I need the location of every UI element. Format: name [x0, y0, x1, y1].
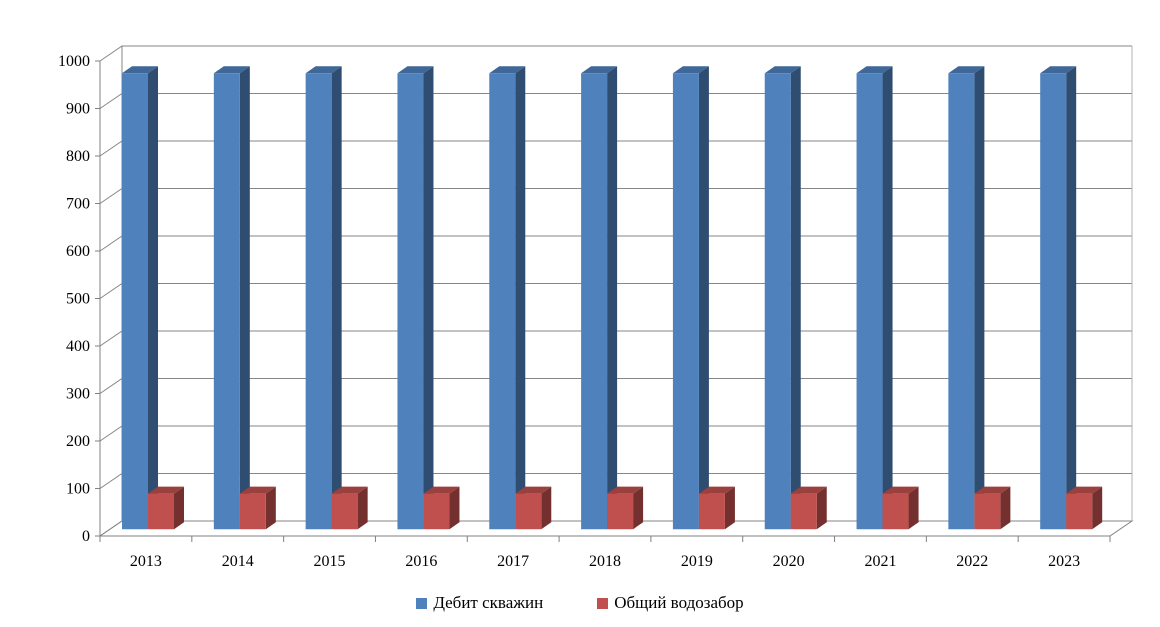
x-tick-label: 2016 — [405, 553, 437, 570]
bar-1-2017 — [515, 493, 542, 530]
bar-side-1 — [1092, 486, 1103, 530]
bar-side-1 — [449, 486, 460, 530]
bar-top-0 — [948, 66, 985, 74]
bar-side-0 — [974, 66, 985, 530]
y-tick-label: 900 — [66, 101, 90, 118]
bar-0-2023 — [1040, 73, 1067, 530]
bar-0-2018 — [581, 73, 608, 530]
bar-top-1 — [790, 486, 827, 494]
bar-top-1 — [331, 486, 368, 494]
bar-side-1 — [357, 486, 368, 530]
y-tick-label: 200 — [66, 433, 90, 450]
bar-top-0 — [489, 66, 526, 74]
x-tick-label: 2023 — [1048, 553, 1080, 570]
x-tick-label: 2021 — [864, 553, 896, 570]
bar-top-0 — [305, 66, 342, 74]
bar-1-2019 — [698, 493, 725, 530]
bar-side-0 — [515, 66, 526, 530]
x-tick-label: 2015 — [314, 553, 346, 570]
bar-top-1 — [239, 486, 276, 494]
bar-0-2020 — [764, 73, 791, 530]
x-tick-label: 2022 — [956, 553, 988, 570]
bar-side-1 — [541, 486, 552, 530]
bar-top-0 — [672, 66, 709, 74]
bar-0-2019 — [672, 73, 699, 530]
bar-1-2013 — [148, 493, 175, 530]
y-tick-label: 0 — [82, 528, 90, 545]
bar-side-0 — [698, 66, 709, 530]
bar-0-2021 — [856, 73, 883, 530]
bar-side-1 — [724, 486, 735, 530]
bar-side-1 — [174, 486, 185, 530]
x-tick-label: 2014 — [222, 553, 254, 570]
bar-top-1 — [974, 486, 1011, 494]
bar-1-2020 — [790, 493, 817, 530]
bar-0-2017 — [489, 73, 516, 530]
bar-top-0 — [122, 66, 159, 74]
x-tick-label: 2013 — [130, 553, 162, 570]
bar-side-0 — [239, 66, 250, 530]
bar-0-2016 — [397, 73, 424, 530]
bar-side-1 — [908, 486, 919, 530]
bar-top-1 — [882, 486, 919, 494]
bar-1-2021 — [882, 493, 909, 530]
bar-side-0 — [607, 66, 618, 530]
y-tick-label: 300 — [66, 386, 90, 403]
bar-side-0 — [148, 66, 159, 530]
y-tick-label: 600 — [66, 243, 90, 260]
bar-top-0 — [397, 66, 434, 74]
legend-label-series-1: Общий водозабор — [614, 593, 744, 612]
bar-1-2015 — [331, 493, 358, 530]
bar-1-2014 — [239, 493, 266, 530]
bar-top-1 — [515, 486, 552, 494]
bar-side-0 — [331, 66, 342, 530]
y-tick-label: 800 — [66, 148, 90, 165]
x-tick-label: 2018 — [589, 553, 621, 570]
legend-label-series-0: Дебит скважин — [433, 593, 544, 612]
y-tick-label: 400 — [66, 338, 90, 355]
bar-top-0 — [581, 66, 618, 74]
bar-top-1 — [1066, 486, 1103, 494]
bar-1-2016 — [423, 493, 450, 530]
bar-top-1 — [698, 486, 735, 494]
bar-1-2018 — [607, 493, 634, 530]
bar-top-0 — [764, 66, 801, 74]
bar-side-0 — [790, 66, 801, 530]
x-tick-label: 2019 — [681, 553, 713, 570]
legend-item-series-0: Дебит скважин — [416, 593, 543, 613]
legend-swatch-series-0 — [416, 597, 428, 609]
y-tick-label: 1000 — [58, 53, 90, 70]
bar-side-0 — [1066, 66, 1077, 530]
bar-top-1 — [148, 486, 185, 494]
y-tick-label: 100 — [66, 481, 90, 498]
legend-item-series-1: Общий водозабор — [597, 593, 744, 613]
bar-0-2015 — [305, 73, 332, 530]
bar-0-2014 — [213, 73, 240, 530]
bar-side-1 — [1000, 486, 1011, 530]
bar-top-0 — [1040, 66, 1077, 74]
bar-side-1 — [816, 486, 827, 530]
bar-top-0 — [213, 66, 250, 74]
bar-1-2022 — [974, 493, 1001, 530]
bar-side-0 — [882, 66, 893, 530]
bar-top-1 — [423, 486, 460, 494]
y-tick-label: 700 — [66, 196, 90, 213]
x-tick-label: 2020 — [773, 553, 805, 570]
bar-side-1 — [265, 486, 276, 530]
bar-side-0 — [423, 66, 434, 530]
bar-side-1 — [633, 486, 644, 530]
legend: Дебит скважин Общий водозабор — [0, 591, 1160, 615]
legend-swatch-series-1 — [597, 597, 609, 609]
bar-top-1 — [607, 486, 644, 494]
bar-0-2022 — [948, 73, 975, 530]
y-tick-label: 500 — [66, 291, 90, 308]
x-tick-label: 2017 — [497, 553, 529, 570]
bar-1-2023 — [1066, 493, 1093, 530]
bar-0-2013 — [122, 73, 149, 530]
bar-top-0 — [856, 66, 893, 74]
